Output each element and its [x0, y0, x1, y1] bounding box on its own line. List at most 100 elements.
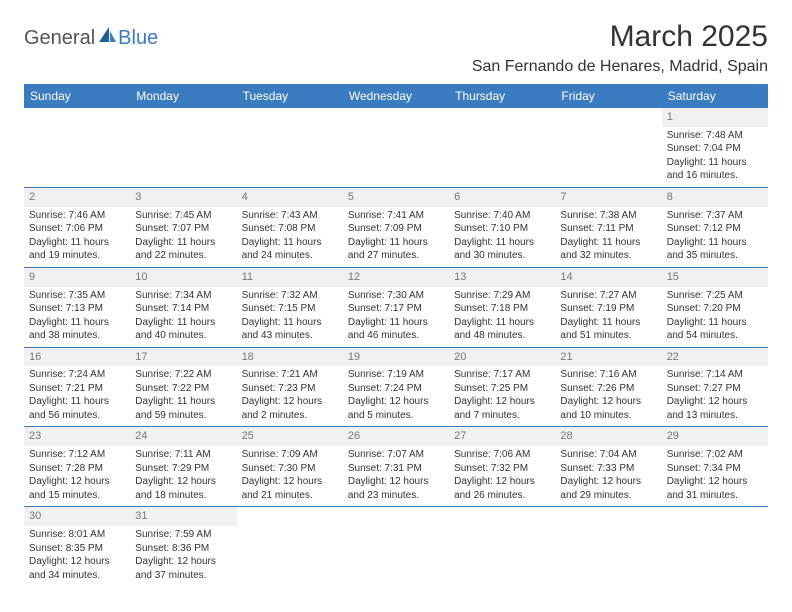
daylight-text: and 23 minutes. — [348, 489, 444, 503]
daylight-text: Daylight: 12 hours — [454, 475, 550, 489]
sunrise-text: Sunrise: 7:12 AM — [29, 448, 125, 462]
sunrise-text: Sunrise: 7:09 AM — [242, 448, 338, 462]
calendar-day-cell: 22Sunrise: 7:14 AMSunset: 7:27 PMDayligh… — [662, 347, 768, 427]
daylight-text: and 35 minutes. — [667, 249, 763, 263]
daylight-text: Daylight: 12 hours — [560, 475, 656, 489]
daylight-text: and 13 minutes. — [667, 409, 763, 423]
calendar-table: Sunday Monday Tuesday Wednesday Thursday… — [24, 84, 768, 586]
calendar-week-row: 16Sunrise: 7:24 AMSunset: 7:21 PMDayligh… — [24, 347, 768, 427]
calendar-day-cell — [24, 108, 130, 187]
day-number: 11 — [237, 268, 343, 287]
calendar-day-cell: 18Sunrise: 7:21 AMSunset: 7:23 PMDayligh… — [237, 347, 343, 427]
daylight-text: Daylight: 12 hours — [667, 395, 763, 409]
daylight-text: Daylight: 11 hours — [29, 316, 125, 330]
calendar-day-cell: 23Sunrise: 7:12 AMSunset: 7:28 PMDayligh… — [24, 427, 130, 507]
sunrise-text: Sunrise: 7:40 AM — [454, 209, 550, 223]
day-number: 31 — [130, 507, 236, 526]
sunset-text: Sunset: 7:24 PM — [348, 382, 444, 396]
sunrise-text: Sunrise: 7:43 AM — [242, 209, 338, 223]
sunrise-text: Sunrise: 7:04 AM — [560, 448, 656, 462]
sunset-text: Sunset: 7:18 PM — [454, 302, 550, 316]
sunrise-text: Sunrise: 7:32 AM — [242, 289, 338, 303]
daylight-text: and 15 minutes. — [29, 489, 125, 503]
sunrise-text: Sunrise: 7:45 AM — [135, 209, 231, 223]
daylight-text: Daylight: 12 hours — [242, 475, 338, 489]
day-number: 9 — [24, 268, 130, 287]
sunrise-text: Sunrise: 7:41 AM — [348, 209, 444, 223]
daylight-text: and 43 minutes. — [242, 329, 338, 343]
daylight-text: and 7 minutes. — [454, 409, 550, 423]
calendar-day-cell — [449, 108, 555, 187]
daylight-text: and 48 minutes. — [454, 329, 550, 343]
calendar-day-cell: 3Sunrise: 7:45 AMSunset: 7:07 PMDaylight… — [130, 187, 236, 267]
daylight-text: Daylight: 11 hours — [135, 395, 231, 409]
daylight-text: and 24 minutes. — [242, 249, 338, 263]
day-number: 20 — [449, 348, 555, 367]
calendar-day-cell: 1Sunrise: 7:48 AMSunset: 7:04 PMDaylight… — [662, 108, 768, 187]
sunrise-text: Sunrise: 7:21 AM — [242, 368, 338, 382]
sunset-text: Sunset: 7:29 PM — [135, 462, 231, 476]
sunrise-text: Sunrise: 7:07 AM — [348, 448, 444, 462]
weekday-header: Tuesday — [237, 84, 343, 108]
logo-text-2: Blue — [118, 27, 158, 50]
sunset-text: Sunset: 7:34 PM — [667, 462, 763, 476]
daylight-text: and 29 minutes. — [560, 489, 656, 503]
logo: General Blue — [24, 20, 158, 50]
calendar-day-cell: 28Sunrise: 7:04 AMSunset: 7:33 PMDayligh… — [555, 427, 661, 507]
daylight-text: Daylight: 11 hours — [242, 316, 338, 330]
daylight-text: and 10 minutes. — [560, 409, 656, 423]
day-number: 18 — [237, 348, 343, 367]
calendar-day-cell: 5Sunrise: 7:41 AMSunset: 7:09 PMDaylight… — [343, 187, 449, 267]
calendar-day-cell — [555, 108, 661, 187]
sunrise-text: Sunrise: 7:17 AM — [454, 368, 550, 382]
calendar-day-cell: 8Sunrise: 7:37 AMSunset: 7:12 PMDaylight… — [662, 187, 768, 267]
sunrise-text: Sunrise: 7:24 AM — [29, 368, 125, 382]
calendar-day-cell: 30Sunrise: 8:01 AMSunset: 8:35 PMDayligh… — [24, 507, 130, 586]
daylight-text: Daylight: 11 hours — [29, 236, 125, 250]
day-number: 1 — [662, 108, 768, 127]
day-number: 12 — [343, 268, 449, 287]
daylight-text: and 16 minutes. — [667, 169, 763, 183]
sunrise-text: Sunrise: 7:35 AM — [29, 289, 125, 303]
calendar-week-row: 23Sunrise: 7:12 AMSunset: 7:28 PMDayligh… — [24, 427, 768, 507]
calendar-day-cell: 7Sunrise: 7:38 AMSunset: 7:11 PMDaylight… — [555, 187, 661, 267]
calendar-day-cell: 25Sunrise: 7:09 AMSunset: 7:30 PMDayligh… — [237, 427, 343, 507]
day-number: 15 — [662, 268, 768, 287]
daylight-text: and 30 minutes. — [454, 249, 550, 263]
month-title: March 2025 — [472, 20, 768, 54]
sunrise-text: Sunrise: 7:14 AM — [667, 368, 763, 382]
sunrise-text: Sunrise: 7:29 AM — [454, 289, 550, 303]
weekday-header: Sunday — [24, 84, 130, 108]
calendar-day-cell: 2Sunrise: 7:46 AMSunset: 7:06 PMDaylight… — [24, 187, 130, 267]
daylight-text: Daylight: 12 hours — [454, 395, 550, 409]
calendar-day-cell: 26Sunrise: 7:07 AMSunset: 7:31 PMDayligh… — [343, 427, 449, 507]
calendar-day-cell: 31Sunrise: 7:59 AMSunset: 8:36 PMDayligh… — [130, 507, 236, 586]
daylight-text: Daylight: 12 hours — [29, 475, 125, 489]
sunset-text: Sunset: 7:30 PM — [242, 462, 338, 476]
day-number: 2 — [24, 188, 130, 207]
daylight-text: Daylight: 11 hours — [667, 156, 763, 170]
sunset-text: Sunset: 7:23 PM — [242, 382, 338, 396]
day-number: 28 — [555, 427, 661, 446]
header: General Blue March 2025 San Fernando de … — [24, 20, 768, 76]
calendar-day-cell: 11Sunrise: 7:32 AMSunset: 7:15 PMDayligh… — [237, 267, 343, 347]
day-number: 16 — [24, 348, 130, 367]
day-number: 14 — [555, 268, 661, 287]
calendar-day-cell: 27Sunrise: 7:06 AMSunset: 7:32 PMDayligh… — [449, 427, 555, 507]
sunset-text: Sunset: 7:08 PM — [242, 222, 338, 236]
sunset-text: Sunset: 7:20 PM — [667, 302, 763, 316]
calendar-week-row: 2Sunrise: 7:46 AMSunset: 7:06 PMDaylight… — [24, 187, 768, 267]
calendar-day-cell — [130, 108, 236, 187]
sunset-text: Sunset: 7:17 PM — [348, 302, 444, 316]
day-number: 27 — [449, 427, 555, 446]
sunset-text: Sunset: 7:25 PM — [454, 382, 550, 396]
daylight-text: Daylight: 12 hours — [29, 555, 125, 569]
day-number: 17 — [130, 348, 236, 367]
daylight-text: Daylight: 12 hours — [348, 475, 444, 489]
day-number: 6 — [449, 188, 555, 207]
calendar-day-cell: 29Sunrise: 7:02 AMSunset: 7:34 PMDayligh… — [662, 427, 768, 507]
daylight-text: Daylight: 11 hours — [560, 316, 656, 330]
daylight-text: and 2 minutes. — [242, 409, 338, 423]
sunset-text: Sunset: 7:27 PM — [667, 382, 763, 396]
sunset-text: Sunset: 8:36 PM — [135, 542, 231, 556]
